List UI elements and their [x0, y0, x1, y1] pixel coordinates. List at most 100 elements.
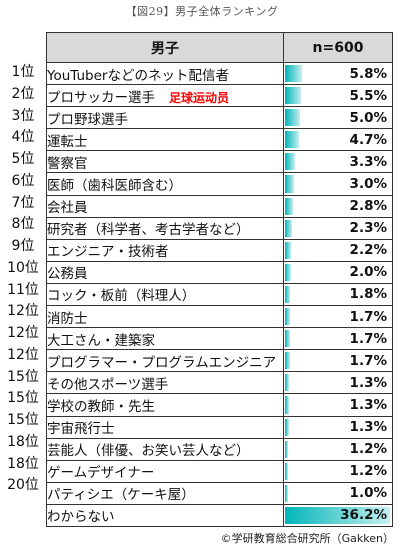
- occupation-label: 宇宙飛行士: [47, 421, 115, 438]
- percentage-cell: 4.7%: [283, 128, 393, 152]
- percentage-value: 1.7%: [349, 352, 387, 369]
- occupation-cell: 芸能人（俳優、お笑い芸人など）: [46, 437, 284, 461]
- rank-label: 12位: [7, 303, 39, 320]
- occupation-label: エンジニア・技術者: [47, 244, 169, 261]
- percentage-bar: [285, 352, 290, 370]
- percentage-cell: 1.2%: [283, 459, 393, 483]
- percentage-bar: [285, 263, 291, 281]
- percentage-cell: 5.0%: [283, 106, 393, 130]
- percentage-cell: 2.0%: [283, 260, 393, 284]
- percentage-bar: [285, 285, 291, 304]
- percentage-value: 5.5%: [349, 87, 387, 104]
- percentage-bar: [285, 506, 390, 524]
- table-row: 消防士 1.7%: [46, 305, 393, 329]
- percentage-value: 2.8%: [349, 198, 387, 215]
- rank-label: 11位: [7, 281, 39, 298]
- occupation-label: YouTuberなどのネット配信者: [47, 67, 229, 84]
- percentage-value: 3.3%: [349, 153, 387, 170]
- occupation-cell: エンジニア・技術者: [46, 238, 284, 262]
- percentage-bar: [285, 131, 299, 149]
- percentage-bar: [285, 330, 290, 348]
- annotation-note: 足球运动员: [169, 90, 230, 105]
- header-sample-size: n=600: [283, 32, 393, 63]
- table-row: YouTuberなどのネット配信者 5.8%: [46, 61, 393, 86]
- rank-label: 12位: [7, 346, 39, 363]
- table-row: その他スポーツ選手 1.3%: [46, 371, 393, 395]
- occupation-label: パティシエ（ケーキ屋）: [47, 487, 195, 504]
- rank-label: 4位: [11, 129, 35, 146]
- occupation-label: わからない: [47, 509, 115, 526]
- table-row: プロサッカー選手 足球运动员 5.5%: [46, 84, 393, 108]
- occupation-label: プロ野球選手: [47, 111, 129, 128]
- percentage-value: 2.2%: [349, 242, 387, 259]
- occupation-label: 警察官: [47, 155, 88, 172]
- percentage-cell: 1.7%: [283, 349, 393, 373]
- percentage-value: 2.3%: [349, 220, 387, 237]
- rank-label: 7位: [11, 194, 35, 211]
- percentage-cell: 5.8%: [283, 61, 393, 86]
- occupation-label: 運転士: [47, 133, 88, 150]
- table-row: 警察官 3.3%: [46, 150, 393, 174]
- occupation-cell: YouTuberなどのネット配信者: [46, 61, 284, 86]
- occupation-cell: ゲームデザイナー: [46, 459, 284, 483]
- occupation-label: 医師（歯科医師含む）: [47, 178, 183, 195]
- rank-label: 15位: [7, 390, 39, 407]
- rank-label: 18位: [7, 433, 39, 450]
- occupation-cell: その他スポーツ選手: [46, 371, 284, 395]
- occupation-label: 芸能人（俳優、お笑い芸人など）: [47, 443, 250, 460]
- table-row: パティシエ（ケーキ屋） 1.0%: [46, 481, 393, 505]
- percentage-value: 2.0%: [349, 264, 387, 281]
- occupation-cell: 会社員: [46, 194, 284, 218]
- percentage-cell: 1.2%: [283, 437, 393, 461]
- percentage-value: 1.2%: [349, 441, 387, 458]
- occupation-label: プログラマー・プログラムエンジニア: [47, 354, 277, 371]
- percentage-bar: [285, 308, 290, 326]
- percentage-value: 1.3%: [349, 419, 387, 436]
- percentage-value: 1.0%: [349, 485, 387, 502]
- occupation-cell: 宇宙飛行士: [46, 415, 284, 439]
- percentage-cell: 3.3%: [283, 150, 393, 174]
- table-row: 学校の教師・先生 1.3%: [46, 393, 393, 417]
- percentage-cell: 1.3%: [283, 371, 393, 395]
- table-row: 公務員 2.0%: [46, 260, 393, 284]
- percentage-value: 5.8%: [349, 65, 387, 82]
- occupation-cell: 医師（歯科医師含む）: [46, 172, 284, 196]
- percentage-value: 1.7%: [349, 330, 387, 347]
- table-row: 研究者（科学者、考古学者など） 2.3%: [46, 216, 393, 240]
- percentage-bar: [285, 418, 289, 436]
- rank-label: 15位: [7, 412, 39, 428]
- percentage-value: 36.2%: [340, 507, 387, 524]
- rank-label: 6位: [11, 172, 35, 189]
- figure-title: 【図29】男子全体ランキング: [125, 5, 279, 18]
- occupation-cell: プロサッカー選手 足球运动员: [46, 84, 284, 108]
- occupation-cell: 研究者（科学者、考古学者など）: [46, 216, 284, 240]
- table-row: わからない 36.2%: [46, 503, 393, 528]
- occupation-label: 消防士: [47, 310, 88, 327]
- occupation-cell: 学校の教師・先生: [46, 393, 284, 417]
- percentage-cell: 36.2%: [283, 503, 393, 528]
- table-row: 大工さん・建築家 1.7%: [46, 327, 393, 351]
- percentage-bar: [285, 87, 301, 105]
- rank-label: 10位: [7, 259, 39, 276]
- rank-label: 5位: [11, 151, 35, 167]
- copyright-credit: ©学研教育総合研究所（Gakken）: [220, 532, 394, 545]
- occupation-label: その他スポーツ選手: [47, 376, 169, 393]
- occupation-label: コック・板前（料理人）: [47, 288, 196, 305]
- percentage-bar: [285, 109, 300, 127]
- table-row: 医師（歯科医師含む） 3.0%: [46, 172, 393, 196]
- occupation-label: 大工さん・建築家: [47, 332, 156, 349]
- rank-label: 1位: [11, 64, 35, 80]
- occupation-cell: 大工さん・建築家: [46, 327, 284, 351]
- ranking-table: 男子 n=600 YouTuberなどのネット配信者 5.8% プロサッカー選手 足球…: [46, 32, 393, 528]
- occupation-label: 研究者（科学者、考古学者など）: [47, 222, 250, 239]
- occupation-label: 公務員: [47, 266, 88, 283]
- percentage-value: 1.3%: [349, 374, 387, 391]
- percentage-cell: 1.3%: [283, 393, 393, 417]
- percentage-cell: 2.3%: [283, 216, 393, 240]
- occupation-cell: 警察官: [46, 150, 284, 174]
- percentage-bar: [285, 175, 294, 193]
- occupation-label: 会社員: [47, 200, 88, 217]
- table-row: 会社員 2.8%: [46, 194, 393, 218]
- occupation-cell: わからない: [46, 503, 284, 528]
- percentage-bar: [285, 440, 289, 458]
